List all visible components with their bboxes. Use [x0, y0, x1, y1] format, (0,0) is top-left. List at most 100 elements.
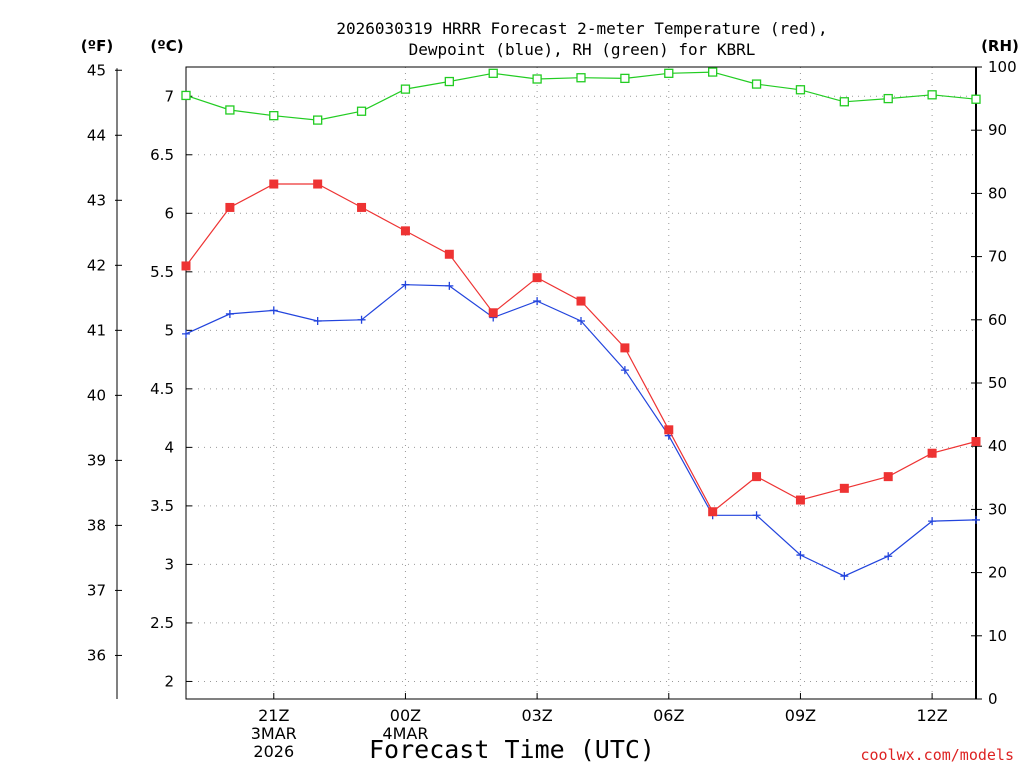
dewpoint-point	[225, 309, 234, 318]
dewpoint-point	[182, 329, 190, 338]
rh-point	[356, 106, 367, 116]
rh-point	[400, 84, 411, 94]
temperature-line	[185, 183, 977, 513]
x-tick-label: 03Z	[521, 706, 552, 725]
rh-point	[225, 105, 235, 115]
x-tick-label: 21Z	[258, 706, 289, 725]
dewpoint-point	[840, 572, 849, 581]
x-tick-label: 4MAR	[382, 724, 428, 743]
series-layer	[181, 67, 981, 581]
temperature-point	[357, 202, 367, 212]
rh-unit-label: (RH)	[981, 37, 1019, 55]
temperature-point	[883, 472, 893, 482]
fahrenheit-tick-label: 42	[87, 256, 106, 274]
rh-tick-label: 70	[988, 248, 1007, 266]
temperature-point	[839, 483, 849, 493]
rh-point	[883, 93, 893, 104]
rh-point	[444, 76, 454, 87]
x-tick-label: 3MAR	[251, 724, 297, 743]
celsius-tick-label: 2	[164, 672, 174, 690]
celsius-tick-label: 7	[164, 87, 174, 105]
rh-point	[751, 79, 762, 89]
x-tick-label: 06Z	[653, 706, 684, 725]
rh-tick-label: 60	[988, 311, 1007, 329]
temperature-point	[181, 261, 191, 271]
rh-point	[927, 90, 937, 100]
grid-layer	[186, 67, 976, 699]
x-tick-label: 09Z	[785, 706, 816, 725]
celsius-unit-label: (ºC)	[150, 37, 183, 55]
rh-point	[795, 85, 806, 95]
fahrenheit-tick-label: 40	[87, 386, 106, 404]
dewpoint-line	[185, 284, 977, 577]
chart-title-line-1: 2026030319 HRRR Forecast 2-meter Tempera…	[336, 19, 827, 38]
dewpoint-point	[620, 366, 629, 375]
celsius-tick-label: 4	[164, 438, 174, 456]
rh-tick-label: 20	[988, 564, 1007, 582]
temperature-point	[488, 308, 498, 318]
dewpoint-point	[401, 280, 410, 289]
temperature-point	[400, 226, 410, 236]
temperature-point	[620, 343, 630, 353]
dewpoint-point	[884, 552, 893, 561]
dewpoint-point	[796, 551, 805, 560]
rh-point	[708, 67, 718, 77]
temperature-point	[444, 249, 454, 259]
dewpoint-point	[533, 297, 542, 306]
temperature-point	[313, 179, 323, 189]
celsius-tick-label: 4.5	[150, 380, 174, 398]
temperature-point	[971, 437, 981, 447]
fahrenheit-tick-label: 37	[87, 581, 106, 599]
temperature-point	[269, 179, 279, 189]
celsius-tick-label: 3	[164, 555, 174, 573]
temperature-point	[664, 425, 674, 435]
dewpoint-point	[752, 511, 761, 520]
rh-point	[839, 97, 849, 107]
fahrenheit-tick-label: 45	[87, 61, 106, 79]
rh-tick-label: 10	[988, 627, 1007, 645]
credit-link[interactable]: coolwx.com/models	[860, 746, 1014, 764]
rh-point	[313, 115, 323, 125]
temperature-point	[576, 296, 586, 306]
fahrenheit-tick-label: 41	[87, 321, 106, 339]
rh-tick-label: 0	[988, 690, 998, 708]
temperature-point	[927, 448, 937, 458]
dewpoint-point	[313, 316, 322, 325]
dewpoint-point	[269, 306, 278, 315]
temperature-point	[708, 507, 718, 517]
fahrenheit-tick-label: 44	[87, 126, 106, 144]
rh-point	[269, 111, 279, 121]
rh-tick-label: 40	[988, 437, 1007, 455]
rh-tick-label: 90	[988, 121, 1007, 139]
fahrenheit-tick-label: 36	[87, 646, 106, 664]
fahrenheit-tick-label: 43	[87, 191, 106, 209]
temperature-point	[532, 273, 542, 283]
rh-point	[620, 73, 630, 84]
dewpoint-point	[577, 316, 585, 325]
rh-tick-label: 30	[988, 500, 1007, 518]
rh-tick-label: 80	[988, 184, 1007, 202]
dewpoint-point	[928, 517, 937, 526]
dewpoint-point	[357, 315, 366, 324]
rh-point	[664, 68, 674, 78]
rh-point	[576, 73, 586, 83]
celsius-tick-label: 5.5	[150, 263, 174, 281]
temperature-point	[752, 472, 762, 482]
celsius-tick-label: 6.5	[150, 146, 174, 164]
celsius-tick-label: 3.5	[150, 497, 174, 515]
x-tick-label: 2026	[253, 742, 294, 761]
chart-title-line-2: Dewpoint (blue), RH (green) for KBRL	[409, 40, 756, 59]
x-axis-title: Forecast Time (UTC)	[369, 735, 655, 764]
temperature-point	[795, 495, 805, 505]
celsius-tick-label: 6	[164, 204, 174, 222]
rh-point	[971, 94, 981, 104]
x-tick-label: 00Z	[390, 706, 421, 725]
rh-point	[532, 74, 542, 84]
celsius-tick-label: 5	[164, 321, 174, 339]
rh-point	[488, 68, 498, 78]
celsius-tick-label: 2.5	[150, 614, 174, 632]
fahrenheit-tick-label: 39	[87, 451, 106, 469]
fahrenheit-unit-label: (ºF)	[81, 37, 113, 55]
rh-tick-label: 50	[988, 374, 1007, 392]
